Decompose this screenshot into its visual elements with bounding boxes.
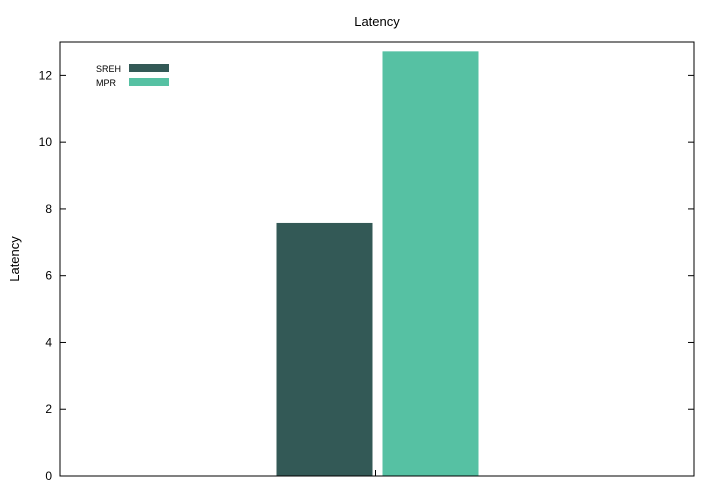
legend-label: SREH <box>96 64 121 74</box>
plot-frame <box>59 41 695 477</box>
y-tick-label: 0 <box>45 469 52 483</box>
y-tick-label: 10 <box>39 135 53 149</box>
legend: SREH MPR <box>96 64 169 88</box>
bar-sreh <box>276 222 373 476</box>
bars <box>276 51 479 477</box>
y-axis-label: Latency <box>7 236 22 282</box>
bar-mpr <box>382 51 479 477</box>
legend-label: MPR <box>96 78 117 88</box>
y-tick-label: 2 <box>45 402 52 416</box>
legend-swatch <box>129 64 169 72</box>
y-tick-label: 8 <box>45 202 52 216</box>
y-tick-label: 12 <box>39 68 53 82</box>
legend-swatch <box>129 78 169 86</box>
chart-title: Latency <box>354 14 400 29</box>
y-tick-label: 6 <box>45 269 52 283</box>
y-axis-ticks: 0 2 4 6 8 10 12 <box>39 68 694 483</box>
y-tick-label: 4 <box>45 335 52 349</box>
